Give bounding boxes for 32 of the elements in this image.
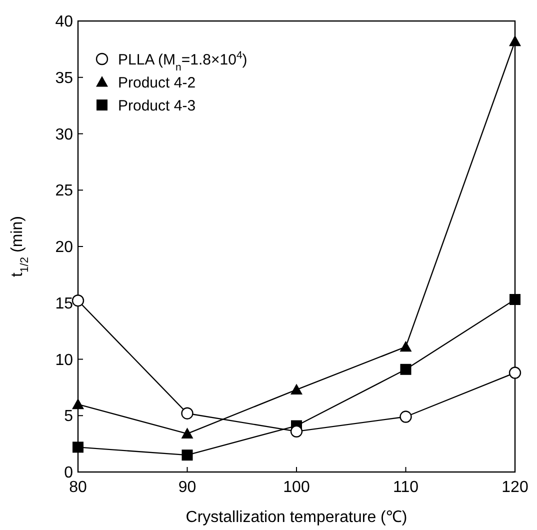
point [509, 35, 521, 46]
point [400, 410, 412, 423]
x-tick-label: 120 [502, 479, 528, 496]
x-tick-label: 100 [283, 479, 310, 496]
y-tick-label: 5 [64, 408, 74, 426]
x-tick-label: 80 [69, 479, 87, 496]
legend-label: Product 4-2 [118, 74, 196, 92]
x-tick-label: 90 [178, 479, 196, 496]
x-axis-title: Crystallization temperature (℃) [186, 509, 408, 526]
y-tick-label: 20 [55, 239, 74, 256]
point [290, 425, 303, 438]
point [400, 340, 412, 352]
y-tick-label: 35 [55, 70, 74, 87]
y-tick-label: 30 [55, 126, 74, 144]
point [181, 407, 194, 420]
y-tick-label: 0 [64, 464, 74, 482]
point [181, 428, 194, 438]
y-tick-label: 15 [55, 295, 74, 312]
y-tick-label: 10 [55, 352, 74, 369]
point [510, 294, 520, 305]
point [72, 294, 84, 307]
x-tick-label: 110 [392, 479, 419, 496]
y-tick-label: 25 [55, 182, 74, 200]
point [72, 398, 84, 410]
point [182, 450, 193, 461]
point [508, 366, 522, 379]
point [290, 384, 302, 394]
point [72, 442, 84, 453]
legend-label: PLLA (M$_{n}$=1.8×10$^{4}$) [118, 49, 248, 74]
y-tick-label: 40 [55, 14, 74, 31]
legend-label: Product 4-3 [118, 97, 196, 114]
point [400, 364, 412, 375]
